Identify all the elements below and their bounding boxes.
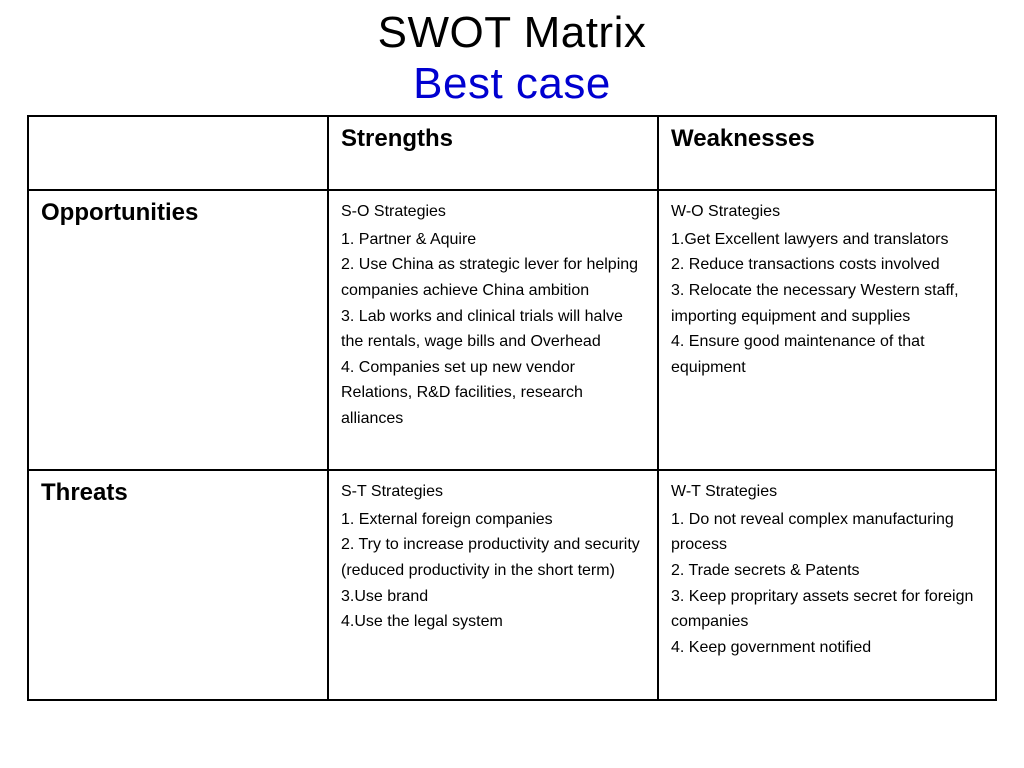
wo-title: W-O Strategies	[671, 199, 985, 225]
st-item: 2. Try to increase productivity and secu…	[341, 532, 647, 583]
wt-item: 1. Do not reveal complex manufacturing p…	[671, 507, 985, 558]
header-blank	[28, 116, 328, 190]
wt-item: 4. Keep government notified	[671, 635, 985, 661]
header-weaknesses: Weaknesses	[658, 116, 996, 190]
cell-wo: W-O Strategies 1.Get Excellent lawyers a…	[658, 190, 996, 470]
so-title: S-O Strategies	[341, 199, 647, 225]
wt-title: W-T Strategies	[671, 479, 985, 505]
so-item: 2. Use China as strategic lever for help…	[341, 252, 647, 303]
row-label-threats: Threats	[28, 470, 328, 700]
title-line-2: Best case	[0, 59, 1024, 110]
wt-item: 2. Trade secrets & Patents	[671, 558, 985, 584]
page-title: SWOT Matrix Best case	[0, 8, 1024, 109]
so-item: 4. Companies set up new vendor Relations…	[341, 355, 647, 432]
wo-item: 4. Ensure good maintenance of that equip…	[671, 329, 985, 380]
st-title: S-T Strategies	[341, 479, 647, 505]
wo-item: 2. Reduce transactions costs involved	[671, 252, 985, 278]
page: SWOT Matrix Best case Strengths Weakness…	[0, 0, 1024, 768]
so-item: 3. Lab works and clinical trials will ha…	[341, 304, 647, 355]
st-item: 1. External foreign companies	[341, 507, 647, 533]
header-strengths: Strengths	[328, 116, 658, 190]
wo-item: 3. Relocate the necessary Western staff,…	[671, 278, 985, 329]
cell-so: S-O Strategies 1. Partner & Aquire 2. Us…	[328, 190, 658, 470]
wt-item: 3. Keep propritary assets secret for for…	[671, 584, 985, 635]
title-line-1: SWOT Matrix	[0, 8, 1024, 59]
table-header-row: Strengths Weaknesses	[28, 116, 996, 190]
row-opportunities: Opportunities S-O Strategies 1. Partner …	[28, 190, 996, 470]
row-threats: Threats S-T Strategies 1. External forei…	[28, 470, 996, 700]
cell-wt: W-T Strategies 1. Do not reveal complex …	[658, 470, 996, 700]
st-item: 4.Use the legal system	[341, 609, 647, 635]
st-item: 3.Use brand	[341, 584, 647, 610]
swot-table: Strengths Weaknesses Opportunities S-O S…	[27, 115, 997, 701]
cell-st: S-T Strategies 1. External foreign compa…	[328, 470, 658, 700]
so-item: 1. Partner & Aquire	[341, 227, 647, 253]
row-label-opportunities: Opportunities	[28, 190, 328, 470]
wo-item: 1.Get Excellent lawyers and translators	[671, 227, 985, 253]
